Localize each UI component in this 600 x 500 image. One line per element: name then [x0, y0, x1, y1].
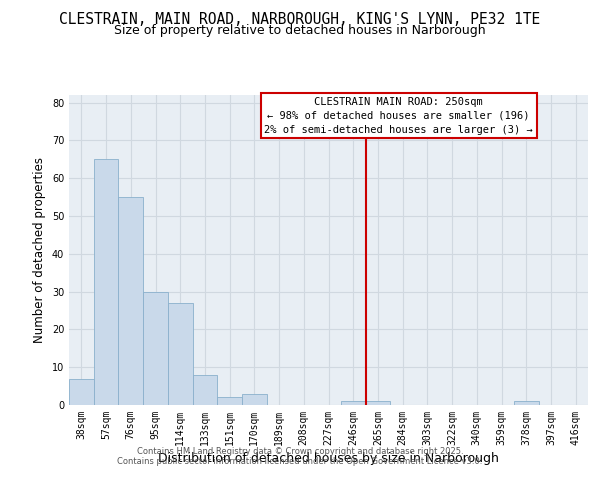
- Bar: [242, 394, 267, 405]
- Y-axis label: Number of detached properties: Number of detached properties: [33, 157, 46, 343]
- Bar: [341, 401, 365, 405]
- Bar: [365, 401, 390, 405]
- Text: CLESTRAIN MAIN ROAD: 250sqm
← 98% of detached houses are smaller (196)
2% of sem: CLESTRAIN MAIN ROAD: 250sqm ← 98% of det…: [264, 96, 533, 134]
- X-axis label: Distribution of detached houses by size in Narborough: Distribution of detached houses by size …: [158, 452, 499, 465]
- Text: Size of property relative to detached houses in Narborough: Size of property relative to detached ho…: [114, 24, 486, 37]
- Text: Contains public sector information licensed under the Open Government Licence v3: Contains public sector information licen…: [118, 458, 482, 466]
- Bar: [168, 303, 193, 405]
- Bar: [69, 378, 94, 405]
- Bar: [514, 401, 539, 405]
- Bar: [217, 398, 242, 405]
- Text: Contains HM Land Registry data © Crown copyright and database right 2025.: Contains HM Land Registry data © Crown c…: [137, 448, 463, 456]
- Bar: [118, 197, 143, 405]
- Bar: [193, 375, 217, 405]
- Text: CLESTRAIN, MAIN ROAD, NARBOROUGH, KING'S LYNN, PE32 1TE: CLESTRAIN, MAIN ROAD, NARBOROUGH, KING'S…: [59, 12, 541, 28]
- Bar: [143, 292, 168, 405]
- Bar: [94, 160, 118, 405]
